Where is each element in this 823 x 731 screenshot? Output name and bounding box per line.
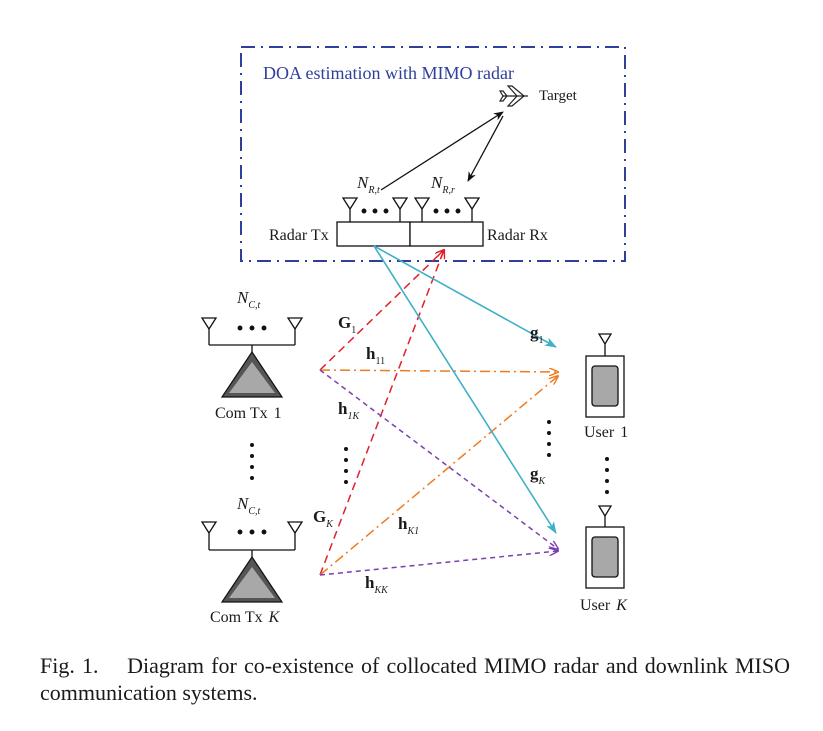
com-tx-1-tower-icon bbox=[220, 350, 284, 398]
user-1-device-icon bbox=[585, 333, 625, 418]
channel-h11-label: h11 bbox=[366, 344, 385, 367]
channel-G1-line bbox=[319, 250, 444, 371]
figure-caption: Fig. 1. Diagram for co-existence of coll… bbox=[40, 652, 790, 706]
target-label: Target bbox=[539, 88, 578, 104]
channel-g1-label: g1 bbox=[530, 323, 544, 346]
user-K-label: User K bbox=[580, 597, 628, 614]
radar-tx-antenna-count: NR,t bbox=[356, 173, 380, 196]
channel-GK-line bbox=[319, 250, 444, 576]
user-ellipsis bbox=[605, 457, 609, 494]
channel-hK1-label: hK1 bbox=[398, 514, 419, 537]
channel-ellipsis bbox=[344, 447, 348, 484]
channel-hKK-label: hKK bbox=[365, 573, 389, 596]
com-tx-K-antenna-count: NC,t bbox=[236, 494, 261, 517]
channel-h1K-line bbox=[319, 369, 558, 549]
radar-rx-block bbox=[409, 221, 484, 247]
radar-rx-antenna-array bbox=[413, 197, 481, 222]
radar-tx-antenna-array bbox=[341, 197, 409, 222]
radar-tx-block bbox=[336, 221, 411, 247]
caption-text: Diagram for co-existence of collocated M… bbox=[40, 653, 791, 705]
radar-rx-label: Radar Rx bbox=[487, 227, 548, 244]
com-tx-1-antenna-count: NC,t bbox=[236, 288, 261, 311]
radar-to-target-arrow bbox=[380, 111, 504, 191]
com-tx-1-antenna-array bbox=[200, 317, 304, 352]
channel-hKK-line bbox=[319, 551, 558, 576]
com-tx-ellipsis bbox=[250, 443, 254, 480]
user-link-ellipsis bbox=[547, 420, 551, 457]
channel-gK-label: gK bbox=[530, 464, 547, 487]
radar-region-title: DOA estimation with MIMO radar bbox=[263, 63, 514, 83]
com-tx-1-label: Com Tx 1 bbox=[215, 405, 282, 422]
radar-rx-antenna-count: NR,r bbox=[430, 173, 455, 196]
com-tx-K-label: Com Tx K bbox=[210, 609, 281, 626]
channel-GK-label: GK bbox=[313, 507, 334, 530]
com-tx-K-tower-icon bbox=[220, 555, 284, 603]
caption-label: Fig. 1. bbox=[40, 653, 99, 678]
channel-hK1-line bbox=[319, 376, 558, 576]
radar-tx-label: Radar Tx bbox=[269, 227, 329, 244]
com-tx-K-antenna-array bbox=[200, 521, 304, 557]
channel-h1K-label: h1K bbox=[338, 399, 360, 422]
channel-gK-line bbox=[373, 245, 557, 534]
channel-G1-label: G1 bbox=[338, 313, 356, 336]
target-to-radar-arrow bbox=[467, 115, 504, 182]
channel-h11-line bbox=[319, 370, 558, 372]
user-K-device-icon bbox=[585, 505, 625, 589]
target-airplane-icon bbox=[498, 85, 528, 107]
channel-g1-line bbox=[373, 245, 557, 348]
user-1-label: User 1 bbox=[584, 424, 628, 441]
